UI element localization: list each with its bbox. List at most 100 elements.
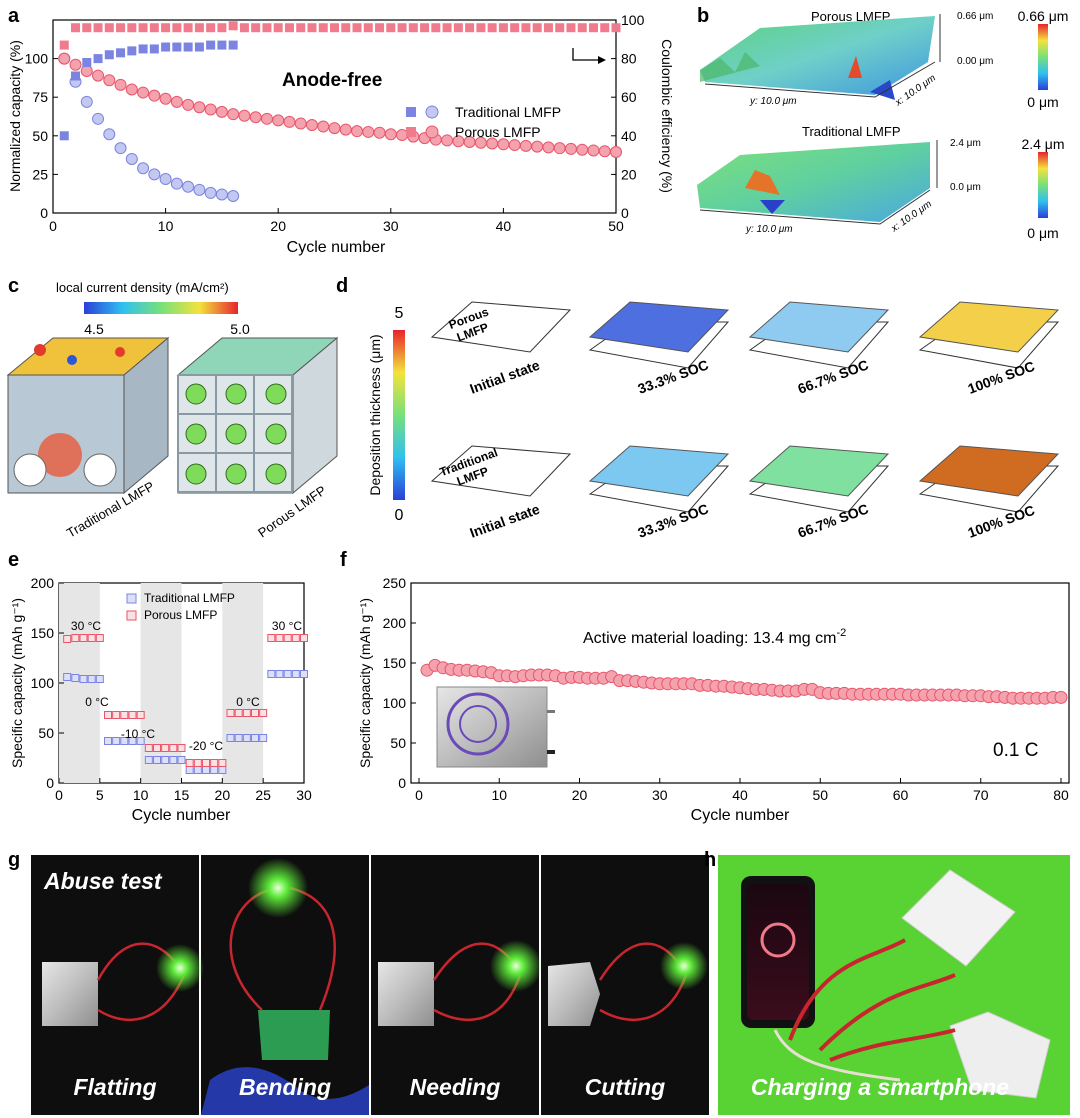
capacity-point-traditional <box>125 152 138 165</box>
rate-point-traditional <box>112 737 121 745</box>
rate-point-porous <box>104 711 112 719</box>
rate-point-traditional <box>63 673 72 681</box>
active-particle <box>265 423 287 445</box>
capacity-point-porous <box>384 128 397 141</box>
ce-point-porous <box>408 23 418 33</box>
surface-traditional <box>697 142 930 222</box>
ce-point-porous <box>71 23 81 33</box>
x-tick-label-f: 80 <box>1053 787 1069 803</box>
ce-point-porous <box>363 23 373 33</box>
capacity-point-porous <box>305 118 318 131</box>
rate-point-traditional <box>153 756 161 764</box>
rate-point-traditional <box>128 737 137 745</box>
x-axis-label-a: Cycle number <box>287 239 386 256</box>
cbar-max-porous: 0.66 μm <box>1018 8 1069 24</box>
hotspot <box>115 347 125 357</box>
rate-point-traditional <box>234 734 243 742</box>
surface-porous-pit <box>870 80 895 100</box>
x-tick-label-f: 70 <box>973 787 989 803</box>
ce-point-porous <box>498 23 508 33</box>
stage-label: Initial state <box>468 357 542 397</box>
capacity-point-porous <box>441 134 454 147</box>
x-tick-label-e: 5 <box>96 787 104 803</box>
rate-point-traditional <box>120 737 129 745</box>
ce-point-porous <box>127 23 137 33</box>
y-tick-label-right-a: 60 <box>621 89 637 105</box>
capacity-point-traditional <box>170 177 183 190</box>
z-min-traditional: 0.0 μm <box>950 182 981 193</box>
led-glow <box>660 942 708 990</box>
panel-g: g Abuse test Flatting Bending Needing Cu… <box>8 849 709 1115</box>
capacity-point-porous <box>170 95 183 108</box>
capacity-point-porous <box>204 103 217 116</box>
rate-point-porous <box>177 744 186 752</box>
cube-porous <box>176 336 339 495</box>
active-particle <box>265 463 287 485</box>
axis-ticks-e: 0 5 10 15 20 25 30 0 50 100 150 200 <box>31 575 312 803</box>
phone-screen <box>747 884 809 1020</box>
ce-point-porous <box>59 40 69 50</box>
rate-point-traditional <box>218 766 227 774</box>
ce-point-porous <box>611 23 621 33</box>
panel-f: f 0 10 20 30 40 50 60 70 80 0 50 100 150 200 250 Activ… <box>340 549 1070 824</box>
capacity-point-porous <box>553 142 566 155</box>
ce-point-porous <box>138 23 148 33</box>
temp-label: 0 °C <box>236 695 260 709</box>
temp-label: -10 °C <box>121 727 155 741</box>
pouch-tab <box>547 710 555 713</box>
ce-point-porous <box>577 23 587 33</box>
panel-label-g: g <box>8 849 20 871</box>
cbar-title-c: local current density (mA/cm²) <box>56 280 229 295</box>
rate-point-traditional <box>136 737 145 745</box>
led-glow <box>156 944 204 992</box>
y-axis-label-f: Specific capacity (mAh g⁻¹) <box>357 598 373 768</box>
rate-point-traditional <box>300 670 308 678</box>
arrow-head <box>598 56 606 64</box>
capacity-point-porous <box>328 122 341 135</box>
capacity-point-porous <box>182 98 195 111</box>
y-axis-label-e: Specific capacity (mAh g⁻¹) <box>9 598 25 768</box>
z-max-traditional: 2.4 μm <box>950 138 981 149</box>
x-tick-label-e: 30 <box>296 787 312 803</box>
legend-label-traditional-e: Traditional LMFP <box>144 591 235 605</box>
surface-traditional-base <box>699 189 931 225</box>
ce-point-traditional <box>228 40 238 50</box>
y-tick-label-right-a: 80 <box>621 51 637 67</box>
rate-point-traditional <box>95 675 104 683</box>
x-tick-label-a: 30 <box>383 218 399 234</box>
particle <box>83 453 117 487</box>
axis-ticks-f: 0 10 20 30 40 50 60 70 80 0 50 100 150 200 250 <box>383 575 1069 803</box>
ce-point-porous <box>251 23 261 33</box>
cube-side-traditional <box>123 336 169 495</box>
y-tick-label-right-a: 0 <box>621 205 629 221</box>
cbar-max-d: 5 <box>395 305 404 322</box>
capacity-point-porous <box>249 111 262 124</box>
capacity-point-porous <box>58 52 71 65</box>
stamp-seal-inner <box>459 705 497 743</box>
rate-point-porous <box>161 744 170 752</box>
x-tick-label-a: 40 <box>496 218 512 234</box>
ce-point-porous <box>273 23 283 33</box>
cbar-min-porous: 0 μm <box>1027 94 1058 110</box>
led-glow <box>490 940 542 992</box>
x-tick-label-f: 40 <box>732 787 748 803</box>
ce-point-porous <box>600 23 610 33</box>
legend-circle-traditional <box>425 105 439 119</box>
ce-point-traditional <box>71 71 81 81</box>
marks-e <box>63 634 308 774</box>
rate-point-porous <box>185 759 194 767</box>
rate-point-porous <box>275 634 284 642</box>
legend-label-porous: Porous LMFP <box>455 124 541 140</box>
rate-point-porous <box>202 759 210 767</box>
rate-point-porous <box>193 759 202 767</box>
y-tick-label-left-a: 100 <box>25 51 49 67</box>
capacity-point-porous <box>598 145 611 158</box>
chart-title-a: Anode-free <box>282 70 382 91</box>
panel-label-c: c <box>8 275 19 297</box>
ce-point-porous <box>487 23 497 33</box>
x-tick-label-f: 50 <box>812 787 828 803</box>
y-tick-label-left-a: 25 <box>32 166 48 182</box>
capacity-point-porous <box>103 74 116 87</box>
panel-e: e 0 5 10 15 20 25 30 0 50 100 150 200 Traditional L… <box>8 549 312 824</box>
